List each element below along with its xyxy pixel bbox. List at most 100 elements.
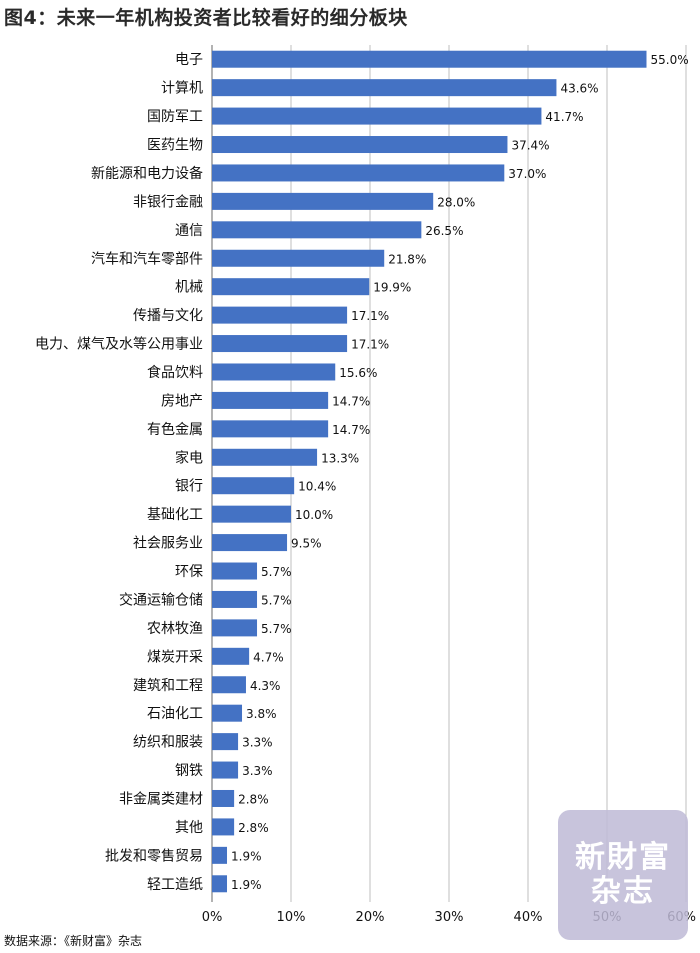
value-label: 37.0% bbox=[508, 167, 546, 181]
category-label: 交通运输仓储 bbox=[119, 591, 203, 608]
value-label: 55.0% bbox=[651, 53, 689, 67]
category-label: 新能源和电力设备 bbox=[91, 165, 203, 182]
value-label: 2.8% bbox=[238, 792, 269, 806]
category-labels: 电子计算机国防军工医药生物新能源和电力设备非银行金融通信汽车和汽车零部件机械传播… bbox=[35, 52, 203, 893]
category-label: 石油化工 bbox=[147, 706, 203, 722]
value-labels: 55.0% 43.6% 41.7% 37.4% 37.0% 28.0% 26.5% 21.8%… bbox=[231, 53, 689, 892]
category-label: 机械 bbox=[175, 280, 203, 296]
value-label: 19.9% bbox=[373, 281, 411, 295]
watermark-line-2: 杂志 bbox=[591, 874, 655, 909]
category-label: 有色金属 bbox=[147, 421, 203, 438]
value-label: 13.3% bbox=[321, 451, 359, 465]
x-tick-label: 10% bbox=[277, 910, 306, 925]
value-label: 3.3% bbox=[242, 764, 273, 778]
bar bbox=[212, 704, 243, 722]
bar bbox=[212, 676, 246, 694]
value-label: 37.4% bbox=[511, 139, 549, 153]
bar bbox=[212, 79, 557, 97]
category-label: 医药生物 bbox=[147, 138, 203, 154]
value-label: 5.7% bbox=[261, 622, 292, 636]
value-label: 15.6% bbox=[339, 366, 377, 380]
bar bbox=[212, 477, 295, 495]
watermark-line-1: 新財富 bbox=[575, 839, 671, 875]
bar bbox=[212, 761, 239, 779]
category-label: 轻工造纸 bbox=[147, 877, 203, 893]
value-label: 1.9% bbox=[231, 849, 262, 863]
category-label: 非银行金融 bbox=[133, 194, 203, 210]
gridlines bbox=[211, 45, 687, 902]
bar bbox=[212, 875, 228, 893]
bar bbox=[212, 846, 228, 864]
value-label: 10.0% bbox=[295, 508, 333, 522]
bar bbox=[212, 363, 336, 381]
category-label: 电子 bbox=[175, 52, 203, 68]
chart-title: 图4：未来一年机构投资者比较看好的细分板块 bbox=[4, 7, 408, 29]
bar bbox=[212, 647, 250, 665]
value-label: 3.3% bbox=[242, 736, 273, 750]
category-label: 汽车和汽车零部件 bbox=[91, 250, 203, 267]
value-label: 5.7% bbox=[261, 593, 292, 607]
bar bbox=[212, 192, 434, 210]
bar bbox=[212, 221, 422, 239]
category-label: 电力、煤气及水等公用事业 bbox=[35, 336, 203, 353]
category-label: 环保 bbox=[175, 564, 203, 580]
watermark-logo: 新財富 杂志 bbox=[558, 810, 688, 940]
category-label: 家电 bbox=[175, 449, 203, 466]
value-label: 41.7% bbox=[545, 110, 583, 124]
category-label: 钢铁 bbox=[175, 763, 203, 779]
bar bbox=[212, 448, 318, 466]
bar bbox=[212, 733, 239, 751]
value-label: 21.8% bbox=[388, 252, 426, 266]
category-label: 房地产 bbox=[161, 393, 203, 409]
x-tick-label: 40% bbox=[514, 910, 543, 925]
bar bbox=[212, 136, 508, 154]
category-label: 其他 bbox=[175, 820, 203, 836]
bar bbox=[212, 818, 235, 836]
bar bbox=[212, 249, 385, 267]
category-label: 纺织和服装 bbox=[133, 735, 203, 751]
value-label: 4.7% bbox=[253, 650, 284, 664]
bar bbox=[212, 107, 542, 125]
bar bbox=[212, 50, 647, 68]
x-tick-label: 30% bbox=[435, 910, 464, 925]
x-tick-label: 0% bbox=[202, 910, 223, 925]
bar bbox=[212, 335, 348, 353]
bar bbox=[212, 164, 505, 182]
value-label: 17.1% bbox=[351, 309, 389, 323]
value-label: 17.1% bbox=[351, 338, 389, 352]
bar bbox=[212, 420, 329, 438]
bar bbox=[212, 562, 258, 580]
category-label: 传播与文化 bbox=[133, 308, 203, 324]
data-source-note: 数据来源：《新财富》杂志 bbox=[4, 934, 143, 948]
category-label: 基础化工 bbox=[147, 506, 203, 523]
value-label: 4.3% bbox=[250, 679, 281, 693]
bar bbox=[212, 391, 329, 409]
category-label: 银行 bbox=[175, 479, 203, 495]
value-label: 14.7% bbox=[332, 423, 370, 437]
category-label: 煤炭开采 bbox=[147, 649, 203, 665]
value-label: 3.8% bbox=[246, 707, 277, 721]
category-label: 批发和零售贸易 bbox=[105, 848, 203, 864]
category-label: 建筑和工程 bbox=[133, 678, 203, 694]
value-label: 28.0% bbox=[437, 195, 475, 209]
bar bbox=[212, 619, 258, 637]
category-label: 通信 bbox=[175, 223, 203, 239]
category-label: 国防军工 bbox=[147, 109, 203, 125]
bar bbox=[212, 534, 288, 552]
category-label: 非金属类建材 bbox=[119, 791, 203, 807]
bar bbox=[212, 278, 370, 296]
bar bbox=[212, 789, 235, 807]
value-label: 5.7% bbox=[261, 565, 292, 579]
category-label: 社会服务业 bbox=[133, 536, 203, 552]
bars bbox=[212, 50, 647, 893]
value-label: 14.7% bbox=[332, 394, 370, 408]
x-tick-label: 20% bbox=[356, 910, 385, 925]
bar bbox=[212, 306, 348, 324]
category-label: 食品饮料 bbox=[147, 364, 203, 381]
value-label: 26.5% bbox=[425, 224, 463, 238]
value-label: 10.4% bbox=[298, 480, 336, 494]
value-label: 43.6% bbox=[560, 82, 598, 96]
value-label: 9.5% bbox=[291, 537, 322, 551]
category-label: 农林牧渔 bbox=[147, 621, 203, 637]
